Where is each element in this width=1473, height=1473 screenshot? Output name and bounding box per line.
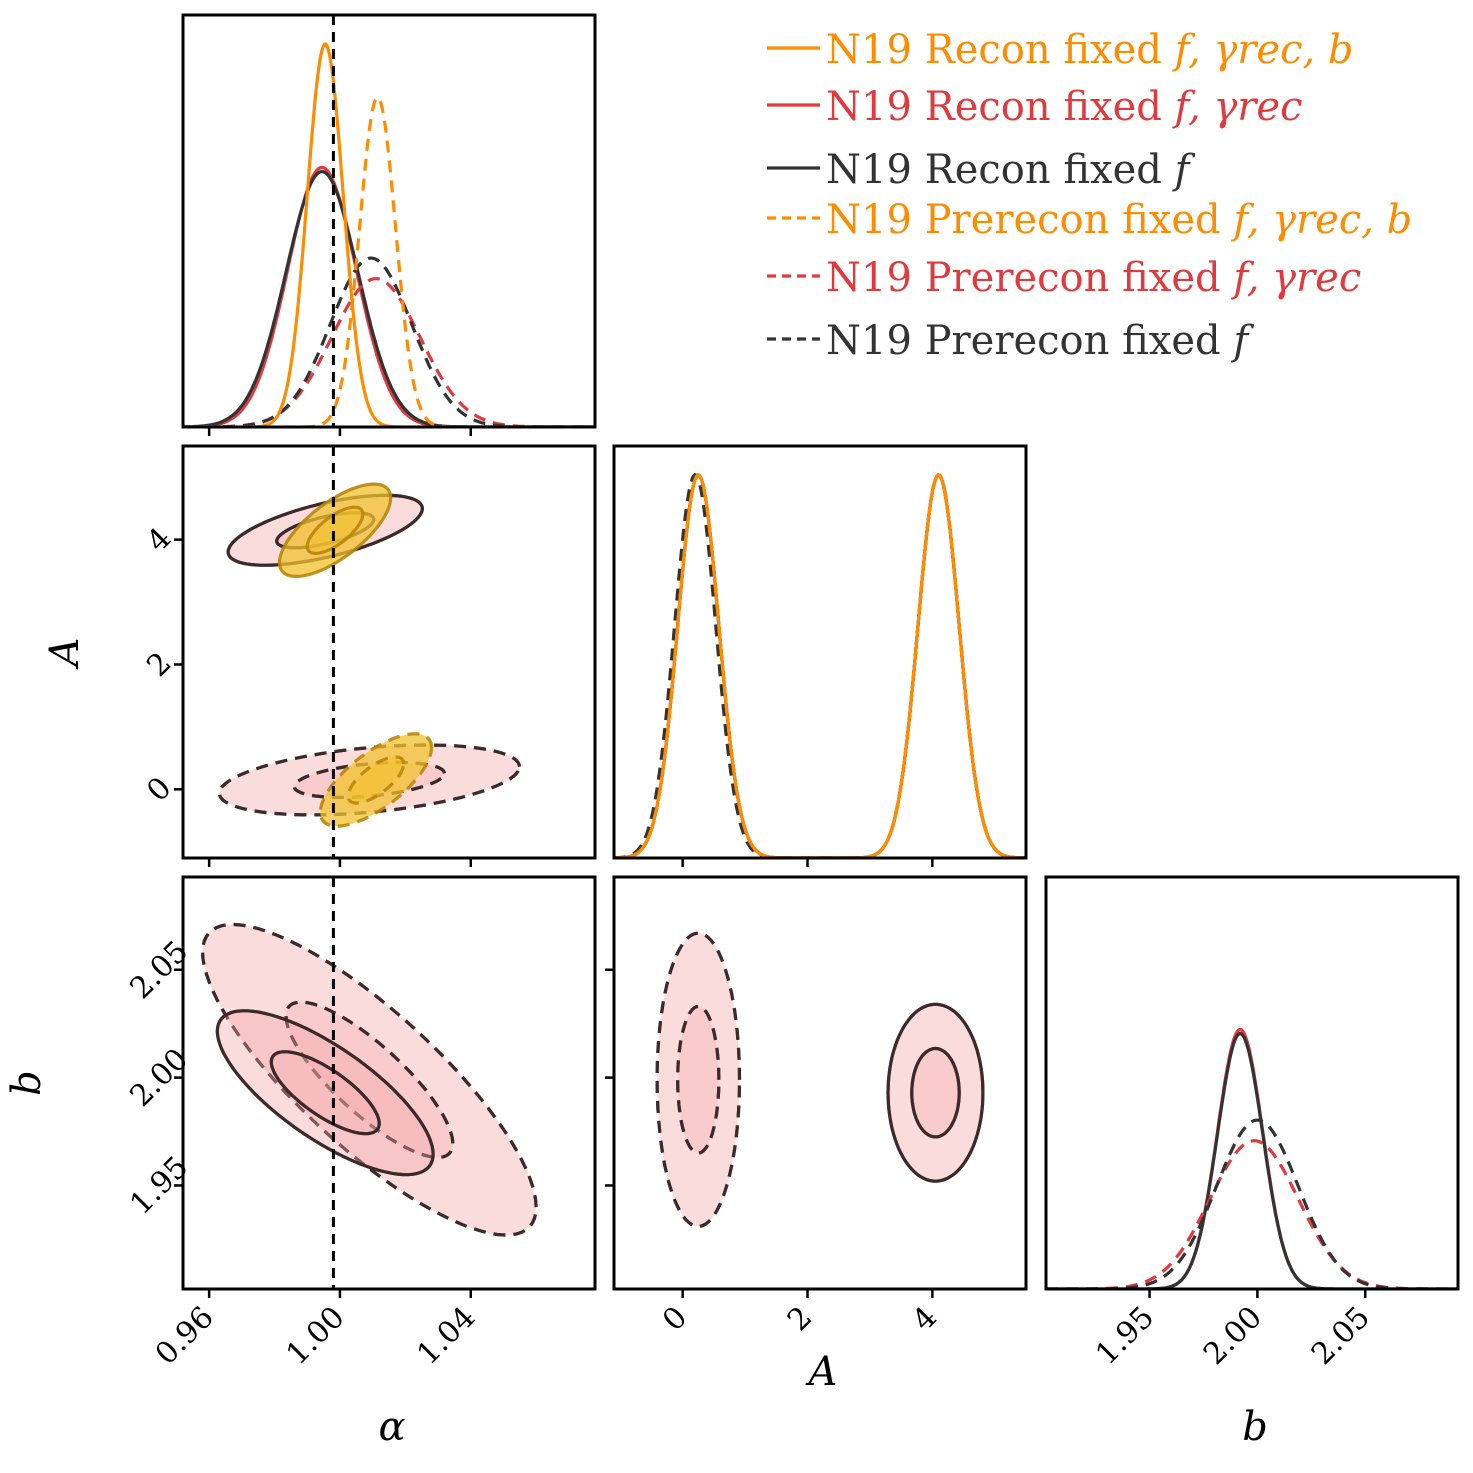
contour-fill — [911, 1048, 960, 1137]
panel-alpha-marginal — [183, 42, 595, 427]
contour-line — [886, 1002, 985, 1183]
x-tick-label: 2.05 — [1305, 1300, 1377, 1372]
panel-frame — [612, 444, 1028, 860]
contour-line — [655, 931, 742, 1228]
marginal-line — [1046, 1139, 1458, 1289]
y-tick-label: 2.05 — [123, 934, 195, 1006]
contour-fill — [307, 507, 363, 554]
y-tick-label: 2 — [140, 646, 178, 684]
panel-frame — [181, 875, 597, 1291]
contour-line — [269, 1050, 381, 1136]
contour-line — [277, 482, 393, 578]
contour-line — [910, 1046, 961, 1139]
contour-line — [346, 755, 406, 805]
contour-fill — [217, 1010, 434, 1175]
legend-math: f, γrec, b — [1230, 197, 1412, 243]
legend-math: f — [1172, 147, 1196, 193]
marginal-line — [183, 169, 595, 427]
x-tick-label: 0.96 — [149, 1300, 221, 1372]
x-axis-label: α — [378, 1404, 405, 1450]
contour-fill — [657, 933, 740, 1227]
legend-math: f, γrec, b — [1172, 27, 1354, 73]
legend-entry: N19 Recon fixed f — [826, 147, 1196, 193]
y-tick-label: 2.00 — [123, 1042, 195, 1114]
y-tick-label: 0 — [140, 771, 178, 809]
contour-fill — [348, 756, 404, 804]
contour-line — [284, 1000, 455, 1160]
legend-text: N19 Recon fixed — [826, 147, 1175, 193]
marginal-line — [1046, 1118, 1458, 1289]
legend-text: N19 Prerecon fixed — [826, 255, 1233, 301]
legend-text: N19 Recon fixed — [826, 27, 1175, 73]
x-tick-label: 1.00 — [280, 1300, 352, 1372]
legend-entry: N19 Prerecon fixed f, γrec, b — [826, 197, 1412, 243]
panel-frame — [181, 444, 597, 860]
panel-frame — [612, 875, 1028, 1291]
contour-fill — [888, 1004, 983, 1182]
contour-line — [200, 922, 538, 1237]
contour-fill — [202, 924, 537, 1235]
marginal-line — [183, 256, 595, 427]
y-tick-label: 1.95 — [123, 1150, 195, 1222]
x-tick-label: 2 — [781, 1300, 819, 1338]
contour-line — [215, 1009, 435, 1177]
panel-frame — [181, 13, 597, 429]
panel-b-marginal — [1046, 1027, 1458, 1289]
legend-entry: N19 Recon fixed f, γrec, b — [826, 27, 1354, 73]
contour-line — [217, 743, 522, 817]
contour-line — [676, 1004, 721, 1155]
x-tick-label: 1.04 — [410, 1300, 482, 1372]
x-axis-label: A — [805, 1349, 838, 1395]
marginal-line — [614, 472, 1026, 858]
panel-alpha-A — [217, 482, 522, 828]
x-tick-label: 4 — [906, 1300, 944, 1338]
marginal-line — [183, 42, 595, 427]
panels: 0.96 1.00 1.04α 0 2 4 A 1.95 2.00 2.05 b 0 2 4 A 1.95 2.… — [4, 13, 1460, 1450]
legend-math: f — [1230, 318, 1254, 364]
panel-alpha-b — [200, 922, 538, 1237]
y-axis-label: A — [42, 638, 88, 671]
x-tick-label: 0 — [656, 1300, 694, 1338]
panel-A-b — [655, 931, 985, 1228]
marginal-line — [1046, 1031, 1458, 1289]
x-tick-label: 2.00 — [1197, 1300, 1269, 1372]
legend-text: N19 Prerecon fixed — [826, 197, 1233, 243]
y-tick-label: 4 — [140, 521, 178, 559]
legend-entry: N19 Prerecon fixed f — [826, 318, 1254, 364]
panel-A-marginal — [614, 472, 1026, 858]
x-axis-label: b — [1242, 1404, 1268, 1450]
contour-fill — [271, 1051, 380, 1134]
legend-text: N19 Recon fixed — [826, 84, 1175, 130]
legend-math: f, γrec — [1230, 255, 1361, 301]
panel-frame — [1044, 875, 1460, 1291]
legend-text: N19 Prerecon fixed — [826, 318, 1233, 364]
marginal-line — [614, 473, 1026, 858]
x-tick-label: 1.95 — [1089, 1300, 1161, 1372]
marginal-line — [183, 165, 595, 427]
legend-math: f, γrec — [1172, 84, 1303, 130]
contour-fill — [677, 1006, 719, 1154]
contour-line — [305, 505, 365, 556]
y-axis-label: b — [4, 1070, 50, 1096]
legend-entry: N19 Recon fixed f, γrec — [826, 84, 1303, 130]
legend-entry: N19 Prerecon fixed f, γrec — [826, 255, 1361, 301]
marginal-line — [183, 95, 595, 427]
